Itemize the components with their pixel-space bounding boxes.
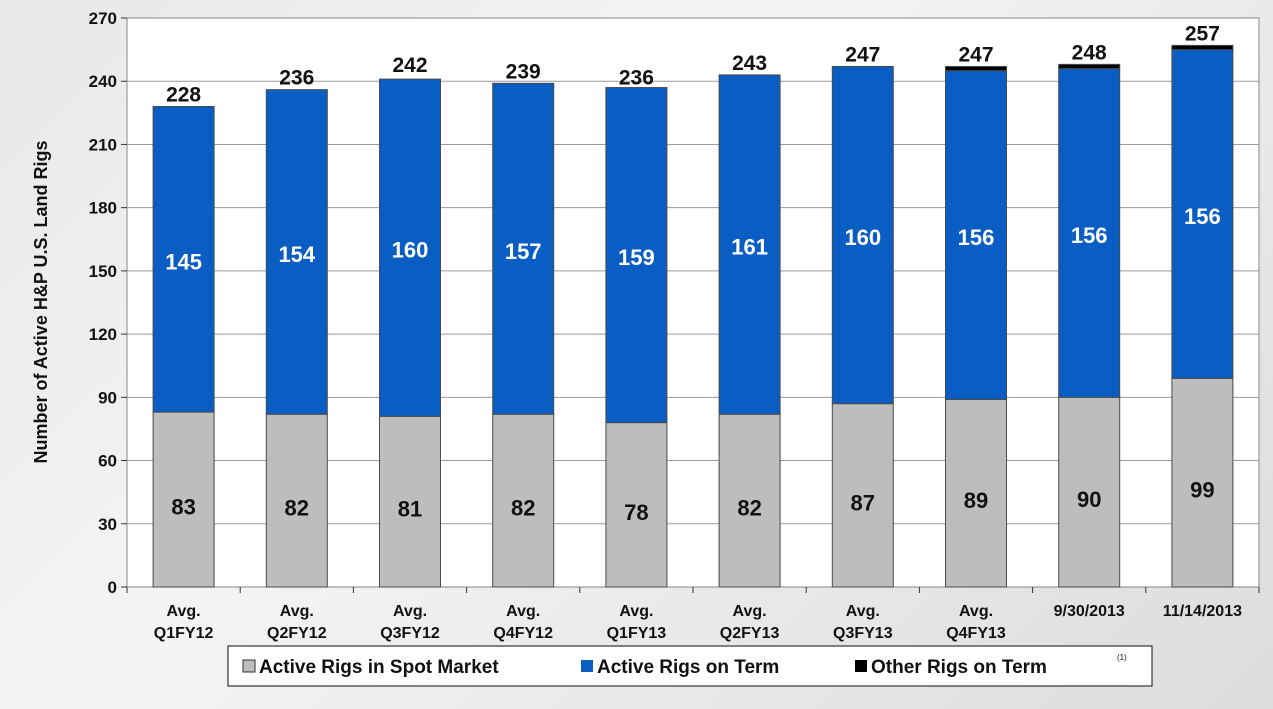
bar-value-term: 160 bbox=[392, 238, 429, 263]
y-tick-label: 210 bbox=[89, 135, 117, 154]
y-tick-label: 120 bbox=[89, 325, 117, 344]
bar-total-label: 257 bbox=[1185, 22, 1220, 45]
bar-spot bbox=[492, 413, 555, 588]
y-axis-ticks: 0 30 60 90 120 150 180 210 240 270 bbox=[89, 9, 127, 597]
bar-value-term: 161 bbox=[731, 235, 768, 260]
y-axis-title: Number of Active H&P U.S. Land Rigs bbox=[31, 140, 51, 463]
bar-value-spot: 81 bbox=[398, 497, 422, 522]
bar-value-spot: 99 bbox=[1190, 478, 1214, 503]
bar-value-spot: 82 bbox=[285, 496, 309, 521]
legend-label-other: Other Rigs on Term bbox=[871, 657, 1047, 678]
x-tick-label: Q2FY12 bbox=[267, 625, 327, 642]
y-tick-label: 30 bbox=[98, 515, 117, 534]
bar-value-term: 156 bbox=[958, 225, 995, 250]
bar-value-term: 157 bbox=[505, 239, 542, 264]
legend-box bbox=[227, 645, 1153, 687]
bar-spot bbox=[265, 413, 328, 588]
x-tick-label: 9/30/2013 bbox=[1054, 603, 1125, 620]
bar-value-spot: 82 bbox=[737, 496, 761, 521]
x-tick-label: Q4FY13 bbox=[946, 625, 1006, 642]
bar-total-label: 228 bbox=[166, 84, 201, 107]
x-tick-label: 11/14/2013 bbox=[1163, 603, 1242, 620]
legend-swatch-other bbox=[855, 660, 867, 672]
legend-label-term: Active Rigs on Term bbox=[597, 657, 779, 678]
x-tick-label: Avg. bbox=[846, 603, 880, 620]
bar-other bbox=[945, 65, 1007, 72]
x-axis-labels: Avg. Q1FY12 Avg. Q2FY12 Avg. Q3FY12 Avg. Q4FY12… bbox=[126, 587, 1260, 642]
bar-value-term: 159 bbox=[618, 245, 655, 270]
bar-total-label: 236 bbox=[279, 67, 314, 90]
bar-total-label: 236 bbox=[619, 67, 654, 90]
x-tick-label: Q3FY13 bbox=[833, 625, 893, 642]
bar-other bbox=[1058, 63, 1121, 70]
bar-value-spot: 90 bbox=[1077, 487, 1101, 512]
bar-total-label: 239 bbox=[506, 60, 541, 83]
bar-spot bbox=[605, 422, 668, 588]
bar-total-label: 247 bbox=[845, 43, 880, 66]
x-tick-label: Q1FY13 bbox=[607, 625, 667, 642]
x-tick-label: Q2FY13 bbox=[720, 625, 780, 642]
legend-swatch-term bbox=[581, 660, 593, 672]
bar-total-label: 243 bbox=[732, 52, 767, 75]
bar-term bbox=[605, 87, 668, 424]
bar-term bbox=[1058, 68, 1121, 398]
bar-value-spot: 82 bbox=[511, 496, 535, 521]
x-tick-label: Avg. bbox=[619, 603, 653, 620]
y-tick-label: 90 bbox=[98, 388, 117, 407]
bar-spot bbox=[1171, 377, 1234, 588]
bar-term bbox=[379, 78, 441, 417]
bar-term bbox=[152, 106, 215, 413]
bar-term bbox=[492, 82, 555, 415]
bar-spot bbox=[831, 403, 894, 588]
bar-value-term: 160 bbox=[844, 225, 881, 250]
bar-value-term: 145 bbox=[165, 249, 202, 274]
legend-footnote: (1) bbox=[1117, 653, 1127, 662]
bar-value-spot: 89 bbox=[964, 488, 988, 513]
x-tick-label: Avg. bbox=[167, 603, 201, 620]
x-tick-label: Avg. bbox=[393, 603, 427, 620]
bar-term bbox=[1171, 49, 1234, 379]
bar-other bbox=[1171, 44, 1234, 51]
bar-term bbox=[831, 65, 894, 405]
x-tick-label: Q1FY12 bbox=[154, 625, 214, 642]
bar-value-spot: 87 bbox=[851, 490, 875, 515]
x-tick-label: Q3FY12 bbox=[380, 625, 440, 642]
bar-spot bbox=[718, 413, 781, 588]
bar-value-term: 154 bbox=[278, 242, 315, 267]
y-tick-label: 60 bbox=[98, 452, 117, 471]
bar-total-label: 247 bbox=[958, 43, 993, 66]
legend: Active Rigs in Spot Market Active Rigs o… bbox=[227, 645, 1153, 687]
legend-label-spot: Active Rigs in Spot Market bbox=[259, 657, 499, 678]
bar-total-label: 248 bbox=[1072, 41, 1107, 64]
bar-value-spot: 78 bbox=[624, 500, 648, 525]
bar-spot bbox=[945, 398, 1007, 588]
bar-value-spot: 83 bbox=[171, 495, 195, 520]
bar-term bbox=[265, 89, 328, 415]
x-tick-label: Avg. bbox=[733, 603, 767, 620]
legend-swatch-spot bbox=[242, 659, 256, 673]
x-tick-label: Avg. bbox=[506, 603, 540, 620]
y-tick-label: 0 bbox=[108, 578, 117, 597]
y-tick-label: 240 bbox=[89, 72, 117, 91]
y-tick-label: 150 bbox=[89, 262, 117, 281]
y-tick-label: 180 bbox=[89, 199, 117, 218]
bar-total-label: 242 bbox=[392, 54, 427, 77]
bars: 83 145 228 82 154 236 81 160 242 82 157 239 78 159 236… bbox=[152, 22, 1234, 588]
bar-value-term: 156 bbox=[1184, 204, 1221, 229]
bar-term bbox=[718, 74, 781, 415]
x-tick-label: Avg. bbox=[280, 603, 314, 620]
x-tick-label: Q4FY12 bbox=[493, 625, 553, 642]
bar-value-term: 156 bbox=[1071, 223, 1108, 248]
y-tick-label: 270 bbox=[89, 9, 117, 28]
bar-spot bbox=[379, 415, 441, 588]
x-tick-label: Avg. bbox=[959, 603, 993, 620]
